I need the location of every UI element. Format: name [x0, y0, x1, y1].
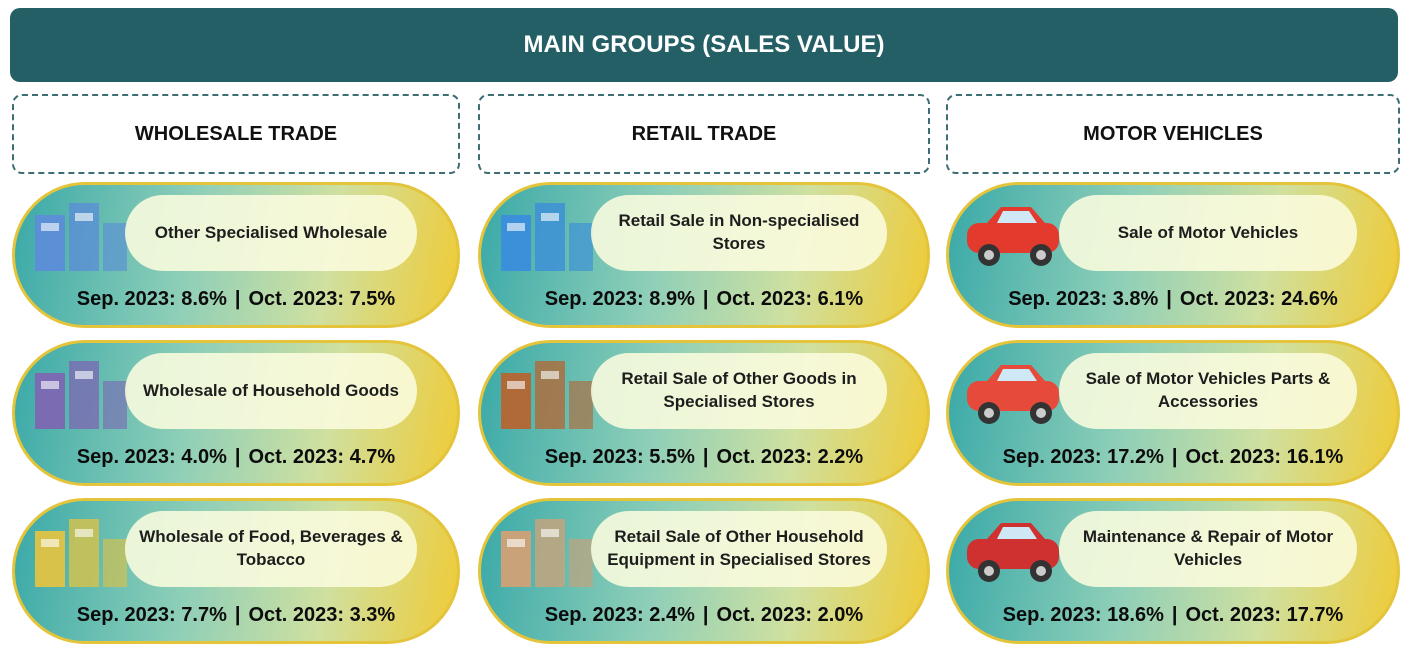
icon [959, 509, 1069, 593]
oct-value: Oct. 2023: 24.6% [1180, 288, 1338, 311]
sep-value: Sep. 2023: 2.4% [545, 604, 695, 627]
separator: | [1172, 446, 1178, 469]
icon [491, 509, 601, 593]
category-name: Maintenance & Repair of Motor Vehicles [1059, 511, 1357, 587]
sep-value: Sep. 2023: 8.6% [77, 288, 227, 311]
separator: | [235, 604, 241, 627]
sep-value: Sep. 2023: 5.5% [545, 446, 695, 469]
oct-value: Oct. 2023: 2.0% [716, 604, 863, 627]
sales-values: Sep. 2023: 7.7% | Oct. 2023: 3.3% [15, 604, 457, 627]
category-card: Wholesale of Food, Beverages & Tobacco Se… [12, 498, 460, 644]
category-name: Sale of Motor Vehicles Parts & Accessori… [1059, 353, 1357, 429]
oct-value: Oct. 2023: 6.1% [716, 288, 863, 311]
separator: | [703, 288, 709, 311]
icon [25, 509, 135, 593]
oct-value: Oct. 2023: 2.2% [716, 446, 863, 469]
sales-values: Sep. 2023: 3.8% | Oct. 2023: 24.6% [949, 288, 1397, 311]
category-card: Retail Sale in Non-specialised Stores Sep… [478, 182, 930, 328]
sep-value: Sep. 2023: 17.2% [1003, 446, 1164, 469]
category-name: Retail Sale of Other Goods in Specialise… [591, 353, 887, 429]
category-name: Wholesale of Household Goods [125, 353, 417, 429]
sales-values: Sep. 2023: 17.2% | Oct. 2023: 16.1% [949, 446, 1397, 469]
column-heading: MOTOR VEHICLES [946, 94, 1400, 174]
sales-values: Sep. 2023: 4.0% | Oct. 2023: 4.7% [15, 446, 457, 469]
category-name: Other Specialised Wholesale [125, 195, 417, 271]
sales-values: Sep. 2023: 8.6% | Oct. 2023: 7.5% [15, 288, 457, 311]
category-name: Retail Sale in Non-specialised Stores [591, 195, 887, 271]
category-name: Wholesale of Food, Beverages & Tobacco [125, 511, 417, 587]
separator: | [703, 604, 709, 627]
sep-value: Sep. 2023: 4.0% [77, 446, 227, 469]
category-name: Retail Sale of Other Household Equipment… [591, 511, 887, 587]
sep-value: Sep. 2023: 7.7% [77, 604, 227, 627]
separator: | [235, 288, 241, 311]
sales-values: Sep. 2023: 18.6% | Oct. 2023: 17.7% [949, 604, 1397, 627]
icon [25, 351, 135, 435]
sales-values: Sep. 2023: 2.4% | Oct. 2023: 2.0% [481, 604, 927, 627]
column-heading: WHOLESALE TRADE [12, 94, 460, 174]
category-card: Other Specialised Wholesale Sep. 2023: 8.… [12, 182, 460, 328]
oct-value: Oct. 2023: 4.7% [248, 446, 395, 469]
separator: | [1166, 288, 1172, 311]
sep-value: Sep. 2023: 8.9% [545, 288, 695, 311]
category-card: Sale of Motor Vehicles Parts & Accessori… [946, 340, 1400, 486]
oct-value: Oct. 2023: 16.1% [1185, 446, 1343, 469]
category-card: Sale of Motor Vehicles Sep. 2023: 3.8% | Oc… [946, 182, 1400, 328]
separator: | [1172, 604, 1178, 627]
sales-values: Sep. 2023: 8.9% | Oct. 2023: 6.1% [481, 288, 927, 311]
oct-value: Oct. 2023: 17.7% [1185, 604, 1343, 627]
icon [959, 193, 1069, 277]
banner-title: MAIN GROUPS (SALES VALUE) [10, 8, 1398, 82]
icon [491, 193, 601, 277]
category-card: Retail Sale of Other Goods in Specialise… [478, 340, 930, 486]
separator: | [235, 446, 241, 469]
category-card: Maintenance & Repair of Motor Vehicles Se… [946, 498, 1400, 644]
icon [959, 351, 1069, 435]
page: {"header": {"title": "MAIN GROUPS (SALES… [0, 0, 1421, 656]
category-card: Wholesale of Household Goods Sep. 2023: 4… [12, 340, 460, 486]
sep-value: Sep. 2023: 18.6% [1003, 604, 1164, 627]
sales-values: Sep. 2023: 5.5% | Oct. 2023: 2.2% [481, 446, 927, 469]
icon [25, 193, 135, 277]
category-name: Sale of Motor Vehicles [1059, 195, 1357, 271]
icon [491, 351, 601, 435]
oct-value: Oct. 2023: 3.3% [248, 604, 395, 627]
separator: | [703, 446, 709, 469]
column-heading: RETAIL TRADE [478, 94, 930, 174]
category-card: Retail Sale of Other Household Equipment… [478, 498, 930, 644]
oct-value: Oct. 2023: 7.5% [248, 288, 395, 311]
sep-value: Sep. 2023: 3.8% [1008, 288, 1158, 311]
